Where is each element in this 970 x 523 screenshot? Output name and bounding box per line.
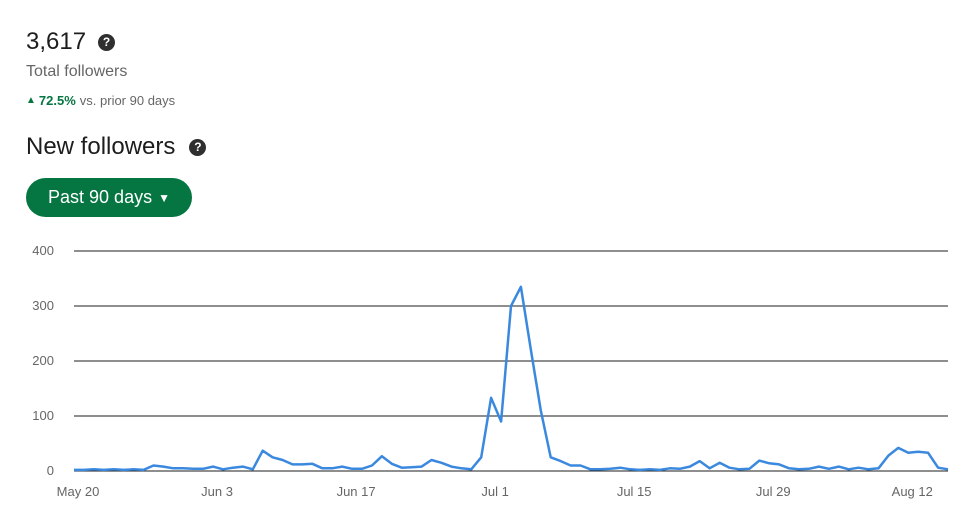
help-icon[interactable]: ? [98,33,116,51]
x-tick-label: Jun 3 [201,484,233,499]
date-range-label: Past 90 days [48,187,153,207]
change-text: vs. prior 90 days [79,93,176,108]
y-tick-label: 0 [47,463,54,478]
change-percent: 72.5% [38,93,76,108]
x-tick-label: Jul 1 [481,484,508,499]
series-line [74,285,949,472]
section-title: New followers [26,133,176,160]
help-icon[interactable]: ? [189,138,207,156]
x-tick-label: May 20 [57,484,100,499]
change-indicator: ▲ 72.5% vs. prior 90 days [26,93,175,108]
section-header: New followers ? [26,133,207,161]
y-tick-label: 400 [32,243,54,258]
x-tick-label: Jul 29 [756,484,791,499]
total-followers-value: 3,617 [26,28,87,55]
arrow-up-icon: ▲ [26,95,36,106]
x-tick-label: Aug 12 [892,484,933,499]
y-tick-label: 200 [32,353,54,368]
date-range-dropdown[interactable]: Past 90 days ▼ [26,178,192,217]
x-tick-label: Jul 15 [617,484,652,499]
y-tick-label: 100 [32,408,54,423]
total-followers: 3,617 ? [26,28,116,56]
y-tick-label: 300 [32,298,54,313]
total-followers-label: Total followers [26,63,128,80]
x-tick-label: Jun 17 [337,484,376,499]
caret-down-icon: ▼ [158,190,170,205]
